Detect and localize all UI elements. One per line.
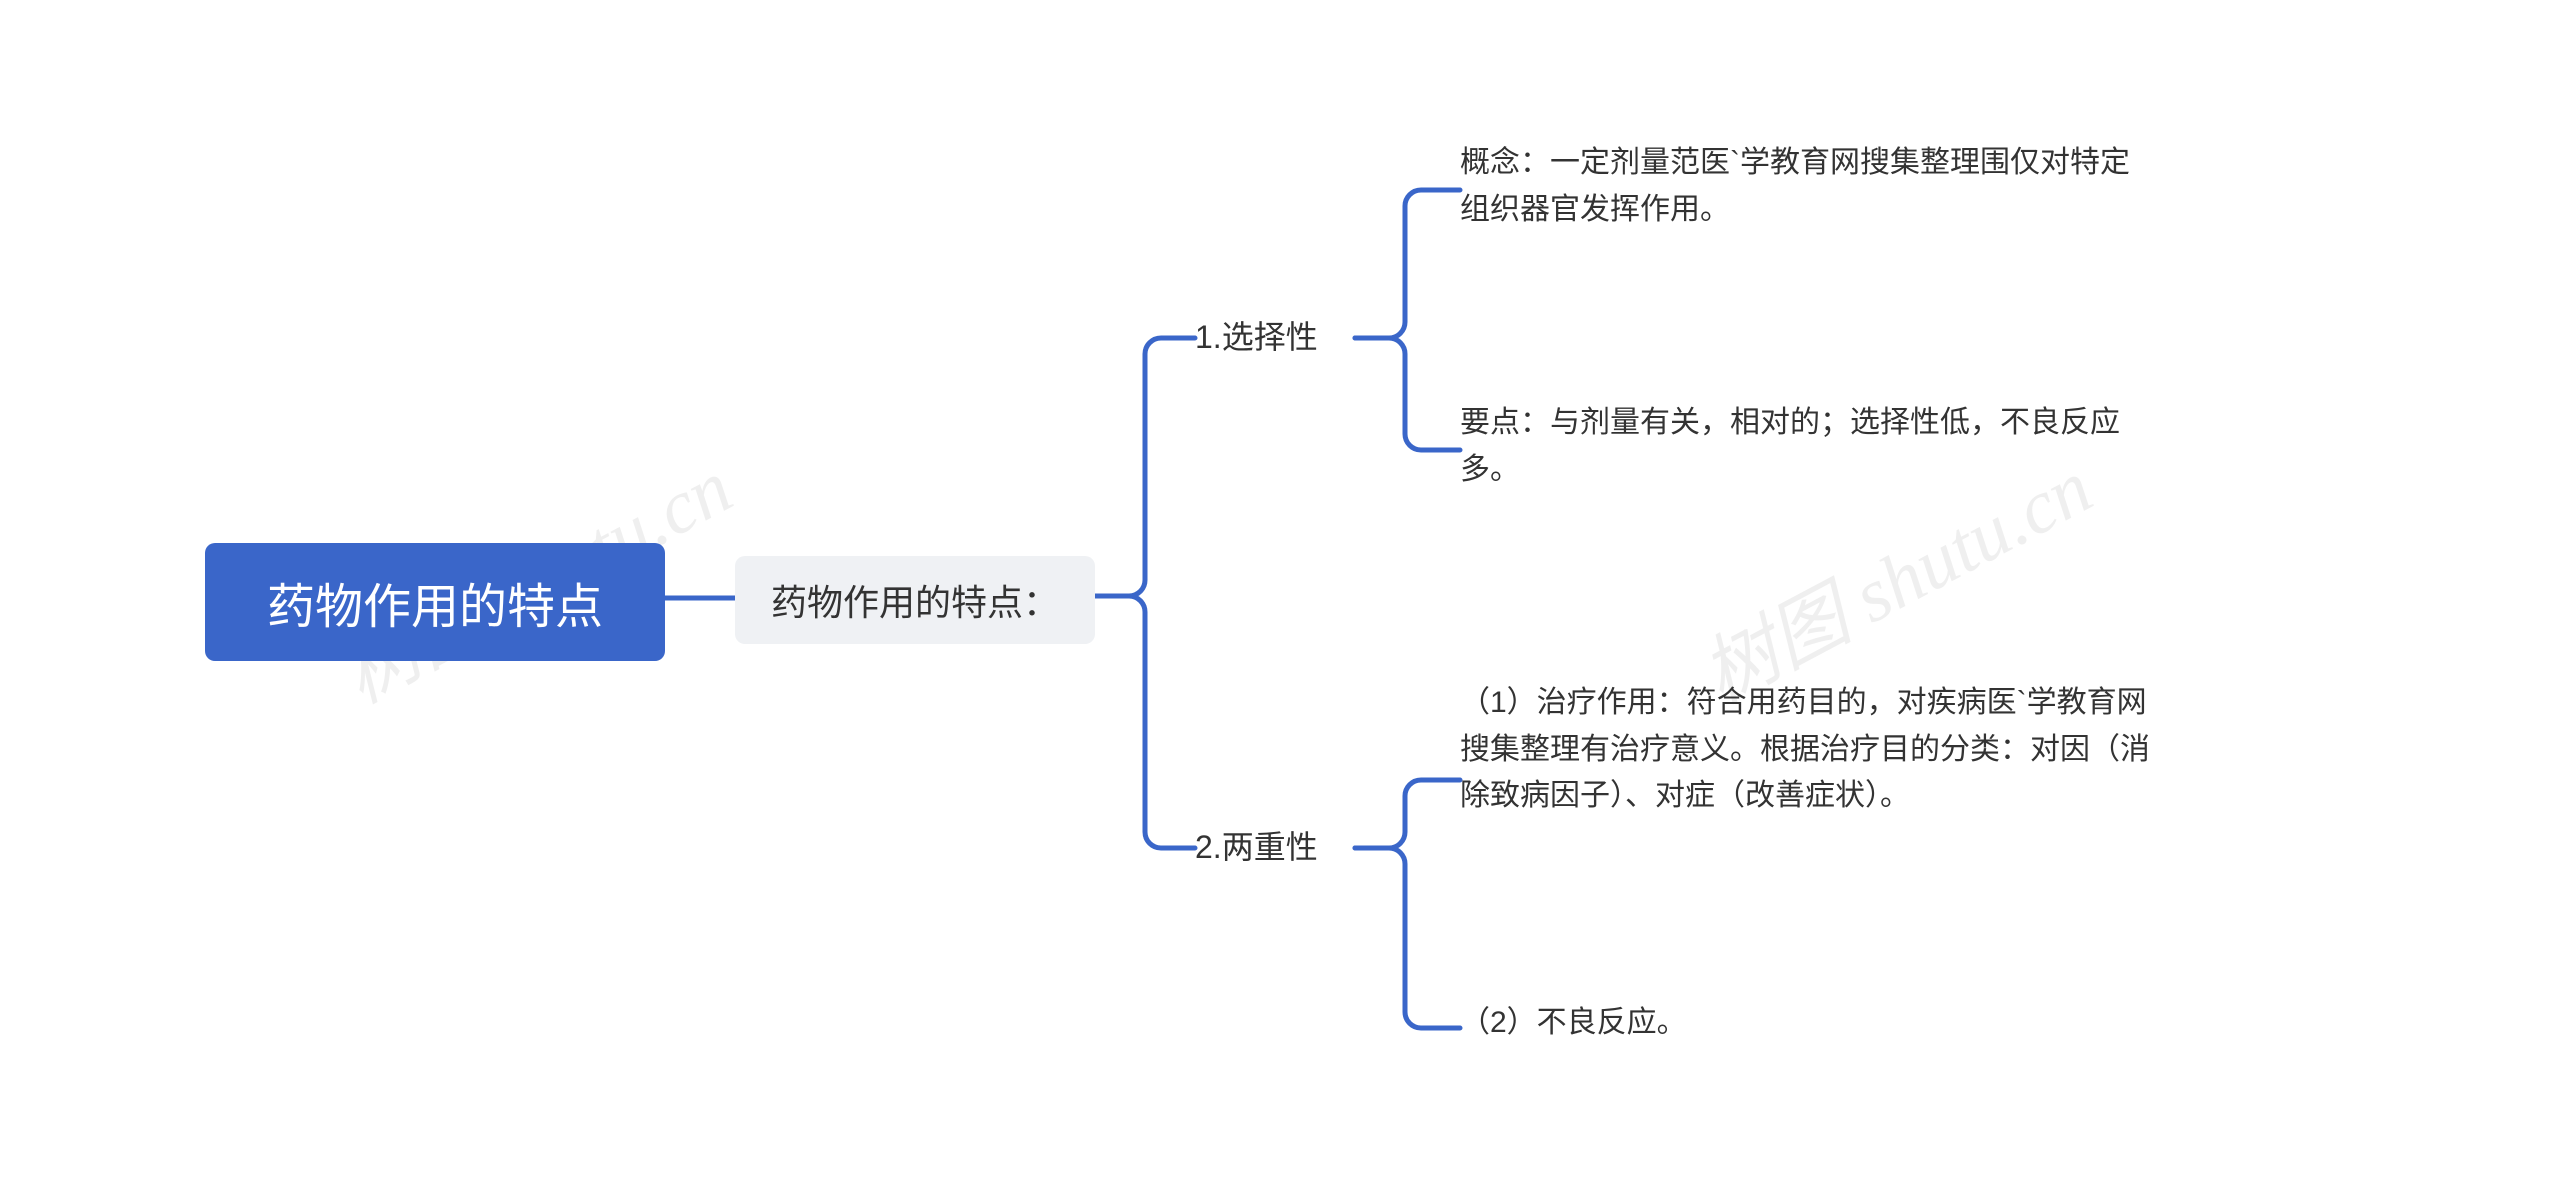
mindmap-canvas: 树图 shutu.cn 树图 shutu.cn 药物作用的特点 药物作用的特点：…: [0, 0, 2560, 1199]
level1-node[interactable]: 药物作用的特点：: [735, 556, 1095, 644]
leaf-node-2a[interactable]: （1）治疗作用：符合用药目的，对疾病医`学教育网搜集整理有治疗意义。根据治疗目的…: [1460, 680, 2150, 880]
branch-node-1[interactable]: 1.选择性: [1195, 310, 1355, 366]
leaf-2b-text: （2）不良反应。: [1460, 1000, 1687, 1047]
leaf-node-1a[interactable]: 概念：一定剂量范医`学教育网搜集整理围仅对特定组织器官发挥作用。: [1460, 140, 2150, 240]
leaf-1b-text: 要点：与剂量有关，相对的；选择性低，不良反应多。: [1460, 400, 2150, 493]
leaf-1a-text: 概念：一定剂量范医`学教育网搜集整理围仅对特定组织器官发挥作用。: [1460, 140, 2150, 233]
leaf-2a-text: （1）治疗作用：符合用药目的，对疾病医`学教育网搜集整理有治疗意义。根据治疗目的…: [1460, 680, 2150, 820]
leaf-node-1b[interactable]: 要点：与剂量有关，相对的；选择性低，不良反应多。: [1460, 400, 2150, 500]
leaf-node-2b[interactable]: （2）不良反应。: [1460, 1000, 2150, 1056]
branch-2-label: 2.两重性: [1195, 823, 1318, 873]
branch-1-label: 1.选择性: [1195, 313, 1318, 363]
root-node[interactable]: 药物作用的特点: [205, 543, 665, 661]
branch-node-2[interactable]: 2.两重性: [1195, 820, 1355, 876]
